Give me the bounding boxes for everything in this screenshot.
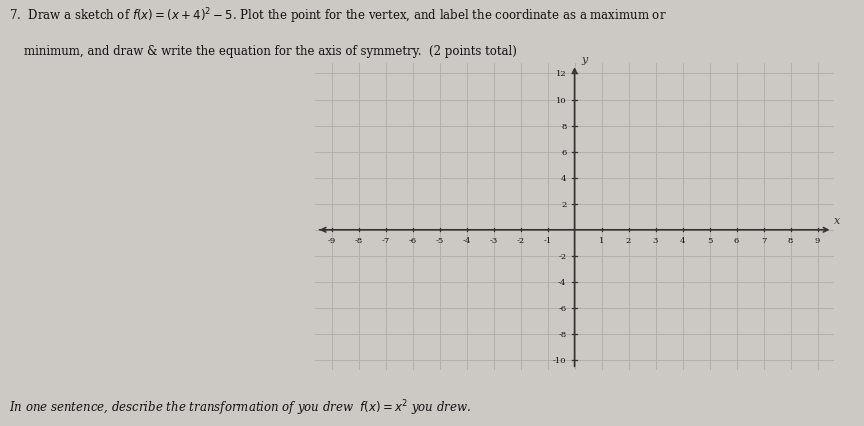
Text: 7: 7 (761, 236, 766, 244)
Text: 5: 5 (707, 236, 712, 244)
Text: -10: -10 (553, 356, 567, 364)
Text: -6: -6 (558, 304, 567, 312)
Text: 6: 6 (562, 148, 567, 156)
Text: -6: -6 (409, 236, 416, 244)
Text: 4: 4 (680, 236, 685, 244)
Text: 9: 9 (815, 236, 820, 244)
Text: x: x (834, 216, 840, 226)
Text: -8: -8 (558, 330, 567, 338)
Text: -8: -8 (354, 236, 363, 244)
Text: y: y (581, 55, 588, 65)
Text: -5: -5 (435, 236, 444, 244)
Text: 2: 2 (626, 236, 632, 244)
Text: 3: 3 (653, 236, 658, 244)
Text: 12: 12 (556, 70, 567, 78)
Text: 4: 4 (561, 174, 567, 182)
Text: 8: 8 (788, 236, 793, 244)
Text: 1: 1 (599, 236, 604, 244)
Text: -1: -1 (543, 236, 552, 244)
Text: 10: 10 (556, 96, 567, 104)
Text: 6: 6 (734, 236, 740, 244)
Text: -9: -9 (327, 236, 336, 244)
Text: minimum, and draw & write the equation for the axis of symmetry.  (2 points tota: minimum, and draw & write the equation f… (9, 45, 517, 58)
Text: In one sentence, describe the transformation of you drew  $f(x) = x^2$ you drew.: In one sentence, describe the transforma… (9, 398, 471, 417)
Text: -3: -3 (489, 236, 498, 244)
Text: 2: 2 (562, 200, 567, 208)
Text: 7.  Draw a sketch of $f(x) = (x + 4)^2 - 5$. Plot the point for the vertex, and : 7. Draw a sketch of $f(x) = (x + 4)^2 - … (9, 6, 666, 26)
Text: -2: -2 (517, 236, 524, 244)
Text: -2: -2 (558, 252, 567, 260)
Text: -4: -4 (558, 278, 567, 286)
Text: -4: -4 (462, 236, 471, 244)
Text: -7: -7 (381, 236, 390, 244)
Text: 8: 8 (561, 122, 567, 130)
